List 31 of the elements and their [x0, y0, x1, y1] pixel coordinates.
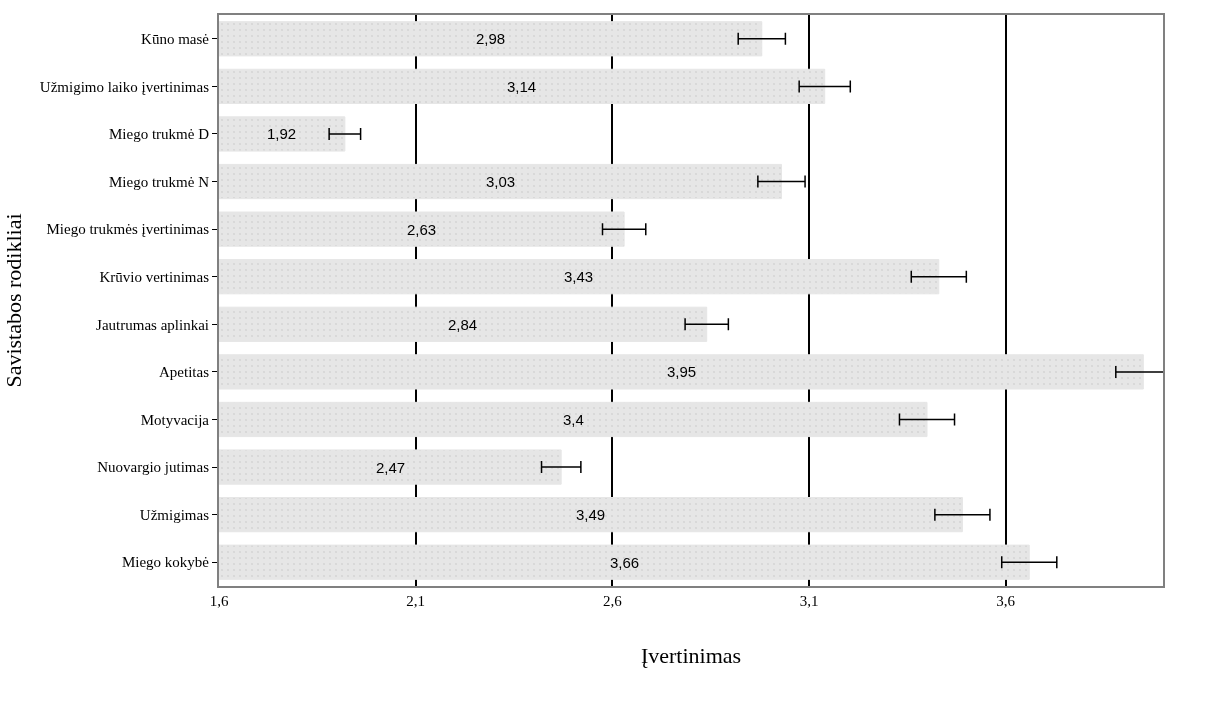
- data-label: 2,63: [407, 221, 437, 238]
- y-tick-label: Miego trukmė N: [109, 173, 210, 190]
- x-tick-label: 2,1: [406, 593, 426, 609]
- y-tick-label: Nuovargio jutimas: [97, 459, 210, 476]
- y-tick-label: Motyvacija: [140, 411, 210, 428]
- y-tick-label: Miego trukmės įvertinimas: [46, 221, 210, 238]
- y-tick-label: Jautrumas aplinkai: [96, 316, 209, 333]
- x-tick-label: 3,6: [996, 593, 1016, 609]
- data-label: 3,49: [576, 506, 606, 523]
- y-tick-label: Kūno masė: [141, 31, 210, 48]
- y-tick-label: Užmigimas: [139, 506, 210, 523]
- y-tick-label: Apetitas: [159, 364, 210, 381]
- x-axis-title: Įvertinimas: [640, 643, 742, 669]
- y-axis-title: Savistabos rodikliai: [1, 213, 27, 388]
- data-label: 3,95: [667, 363, 697, 380]
- data-label: 3,14: [507, 78, 537, 95]
- data-label: 2,84: [448, 316, 478, 333]
- data-label: 3,03: [486, 173, 516, 190]
- data-label: 2,47: [376, 459, 406, 476]
- data-label: 1,92: [267, 125, 297, 142]
- y-tick-label: Užmigimo laiko įvertinimas: [39, 78, 210, 95]
- data-label: 3,43: [564, 268, 594, 285]
- y-tick-label: Miego trukmė D: [109, 126, 210, 143]
- data-label: 3,66: [610, 554, 640, 571]
- data-label: 3,4: [563, 411, 584, 428]
- x-tick-label: 2,6: [602, 593, 623, 609]
- data-label: 2,98: [476, 30, 506, 47]
- y-tick-label: Krūvio vertinimas: [99, 268, 210, 285]
- x-tick-label: 1,6: [209, 593, 229, 609]
- x-tick-label: 3,1: [799, 593, 819, 609]
- y-tick-label: Miego kokybė: [121, 554, 210, 571]
